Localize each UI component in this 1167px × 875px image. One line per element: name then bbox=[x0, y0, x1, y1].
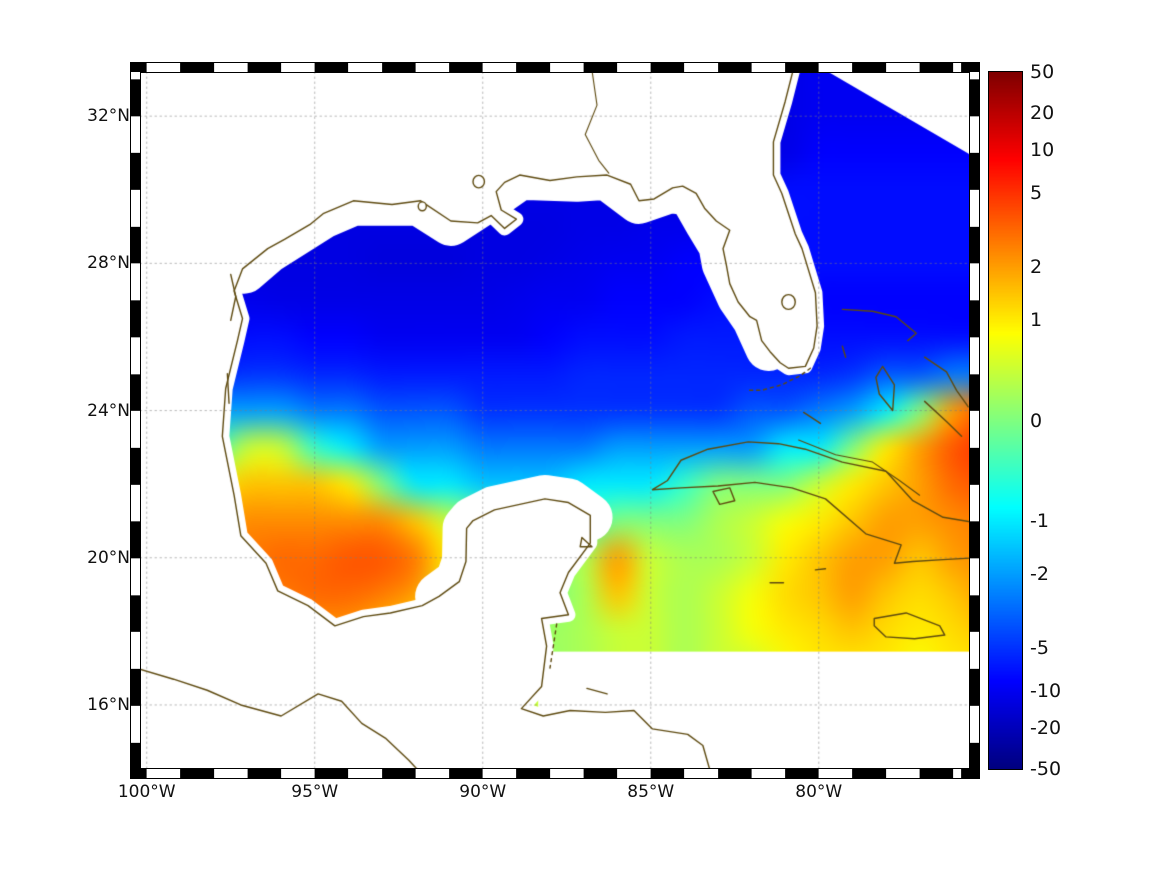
frame-stripe-right bbox=[969, 63, 979, 778]
colorbar-tick-label: -10 bbox=[1030, 679, 1062, 702]
lon-tick-label: 80°W bbox=[795, 782, 843, 802]
lat-tick-label: 24°N bbox=[87, 400, 130, 421]
colorbar-tick-label: -20 bbox=[1030, 716, 1062, 739]
colorbar-tick-label: -1 bbox=[1030, 509, 1049, 532]
colorbar-tick-label: -5 bbox=[1030, 636, 1049, 659]
map-canvas bbox=[140, 72, 970, 769]
colorbar-tick-label: 5 bbox=[1030, 182, 1043, 205]
lat-tick-label: 32°N bbox=[87, 106, 130, 127]
frame-corner bbox=[970, 769, 979, 778]
frame-stripe-bottom bbox=[131, 768, 979, 778]
lon-tick-label: 85°W bbox=[627, 782, 675, 802]
lon-tick-label: 95°W bbox=[291, 782, 339, 802]
lat-tick-label: 20°N bbox=[87, 547, 130, 568]
colorbar-tick-label: 0 bbox=[1030, 409, 1043, 432]
colorbar-tick-label: 20 bbox=[1030, 102, 1055, 125]
colorbar-tick-label: -2 bbox=[1030, 562, 1049, 585]
lon-tick-label: 100°W bbox=[117, 782, 176, 802]
lat-tick-label: 28°N bbox=[87, 253, 130, 274]
map-frame bbox=[130, 62, 980, 779]
lon-tick-label: 90°W bbox=[459, 782, 507, 802]
colorbar-tick-label: 1 bbox=[1030, 309, 1043, 332]
frame-stripe-left bbox=[131, 63, 141, 778]
colorbar bbox=[988, 71, 1023, 770]
frame-stripe-top bbox=[131, 63, 979, 73]
colorbar-tick-label: -50 bbox=[1030, 758, 1062, 780]
colorbar-tick-label: 2 bbox=[1030, 256, 1043, 279]
colorbar-canvas bbox=[989, 72, 1022, 769]
lat-tick-label: 16°N bbox=[87, 694, 130, 715]
frame-corner bbox=[970, 63, 979, 72]
frame-corner bbox=[131, 769, 140, 778]
colorbar-tick-label: 10 bbox=[1030, 139, 1055, 162]
colorbar-tick-label: 50 bbox=[1030, 61, 1055, 83]
frame-corner bbox=[131, 63, 140, 72]
